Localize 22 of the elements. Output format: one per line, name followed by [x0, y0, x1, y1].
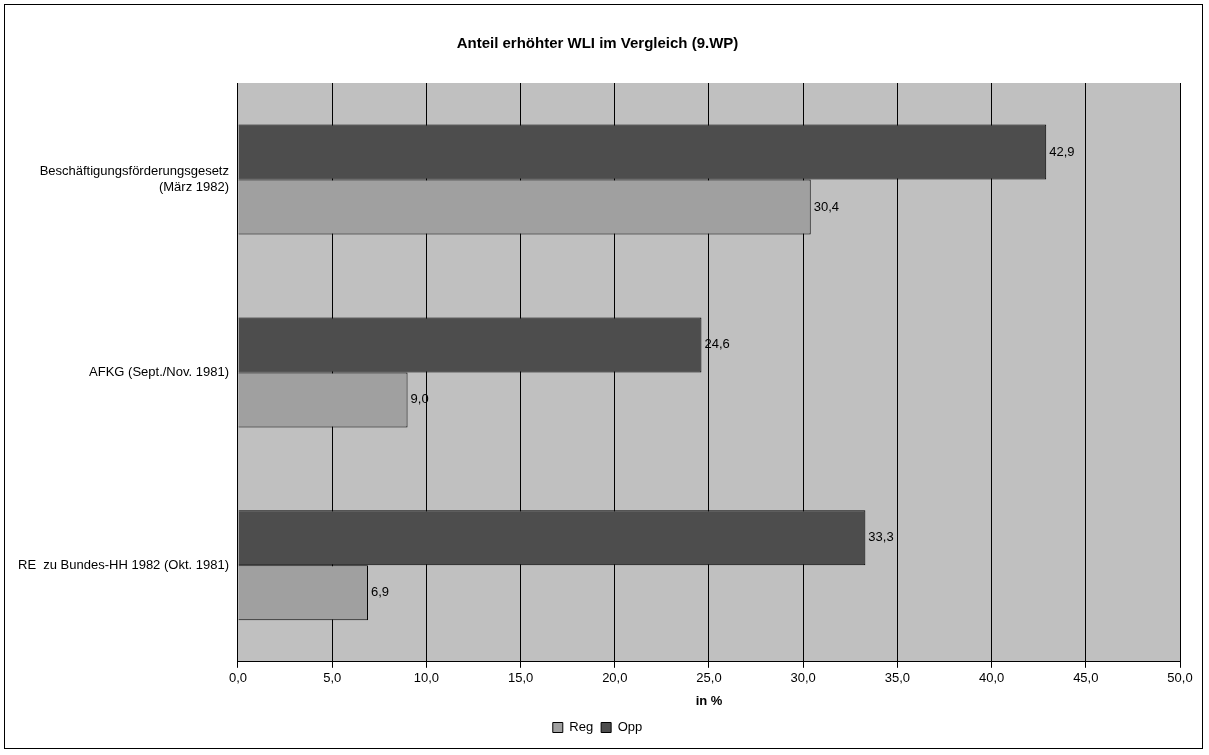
x-tick-label: 40,0 — [978, 670, 1005, 686]
data-label: 30,4 — [813, 198, 840, 214]
data-label: 6,9 — [370, 584, 390, 600]
y-tick-label: Beschäftigungsförderungsgesetz (März 1982) — [39, 163, 229, 194]
x-tick-label: 30,0 — [790, 670, 816, 686]
x-tick-label: 25,0 — [696, 670, 722, 686]
legend-label: Reg — [569, 719, 594, 735]
x-tick-label: 0,0 — [228, 670, 248, 686]
x-tick-label: 15,0 — [507, 670, 534, 686]
y-tick-label: RE zu Bundes-HH 1982 (Okt. 1981) — [17, 556, 229, 572]
x-tick-label: 5,0 — [323, 670, 342, 686]
data-label: 33,3 — [868, 529, 894, 545]
data-label: 42,9 — [1049, 143, 1075, 159]
y-tick-label: AFKG (Sept./Nov. 1981) — [89, 363, 229, 379]
x-tick-label: 35,0 — [884, 670, 911, 686]
legend-label: Opp — [617, 719, 643, 735]
x-tick-label: 20,0 — [602, 670, 628, 686]
x-tick-label: 10,0 — [413, 670, 440, 686]
x-tick-label: 45,0 — [1073, 670, 1099, 686]
x-axis-title: in % — [695, 692, 723, 708]
chart-title: Anteil erhöhter WLI im Vergleich (9.WP) — [456, 34, 739, 52]
x-tick-label: 50,0 — [1167, 670, 1193, 686]
